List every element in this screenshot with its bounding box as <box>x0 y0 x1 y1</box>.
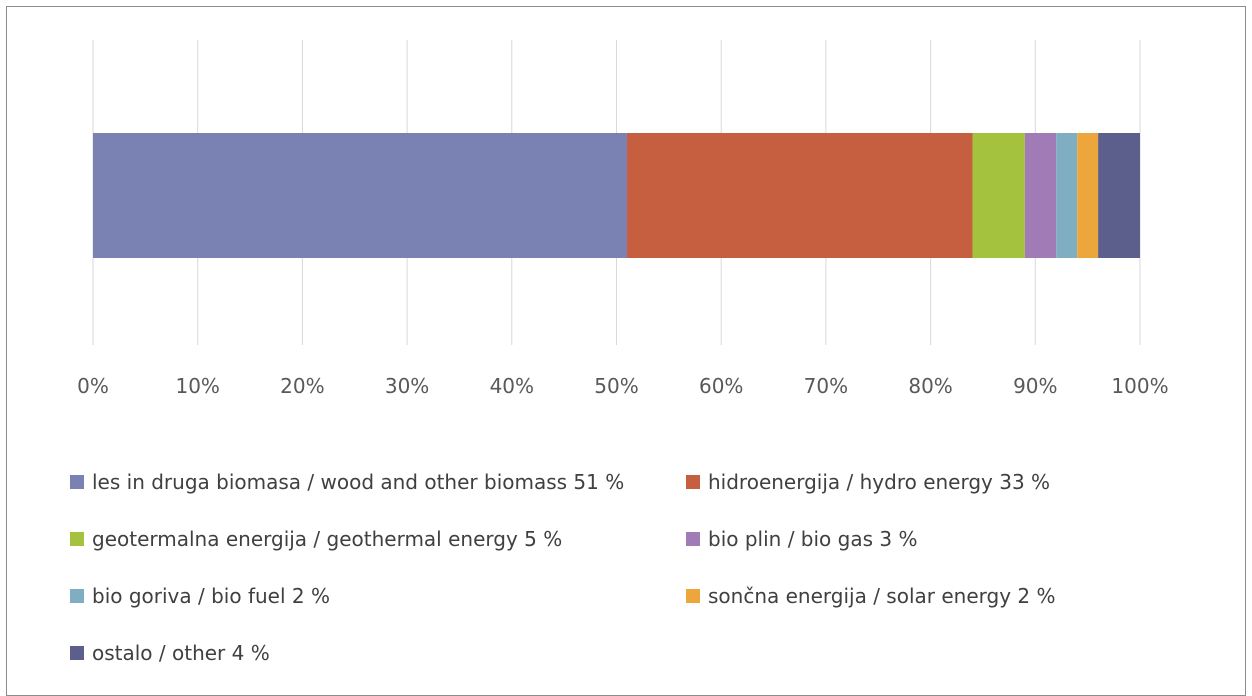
legend-swatch <box>70 589 84 603</box>
legend-swatch <box>686 475 700 489</box>
x-tick-label: 20% <box>280 374 324 398</box>
bar-segment <box>1056 133 1078 258</box>
bar-segment <box>93 133 627 258</box>
bar-segment <box>972 133 1025 258</box>
legend-label: bio goriva / bio fuel 2 % <box>92 584 330 608</box>
bar-segments <box>93 133 1140 258</box>
x-tick-label: 100% <box>1111 374 1168 398</box>
legend-swatch <box>70 475 84 489</box>
legend-item: bio plin / bio gas 3 % <box>686 527 917 551</box>
legend-label: les in druga biomasa / wood and other bi… <box>92 470 625 494</box>
legend-item: les in druga biomasa / wood and other bi… <box>70 470 624 494</box>
x-tick-label: 10% <box>175 374 219 398</box>
x-tick-label: 30% <box>385 374 429 398</box>
x-tick-label: 40% <box>490 374 534 398</box>
legend-label: ostalo / other 4 % <box>92 641 270 665</box>
legend-label: bio plin / bio gas 3 % <box>708 527 918 551</box>
bar-segment <box>1098 133 1140 258</box>
legend-swatch <box>686 589 700 603</box>
legend-swatch <box>70 532 84 546</box>
legend-label: sončna energija / solar energy 2 % <box>708 584 1056 608</box>
legend-item: ostalo / other 4 % <box>70 641 270 665</box>
x-axis-tick-labels: 0% 10% 20% 30% 40% 50% 60% 70% 80% 90% 100% <box>77 374 1168 398</box>
x-tick-label: 80% <box>908 374 952 398</box>
bar-segment <box>626 133 973 258</box>
legend-item: hidroenergija / hydro energy 33 % <box>686 470 1050 494</box>
legend-item: sončna energija / solar energy 2 % <box>686 584 1055 608</box>
x-tick-label: 0% <box>77 374 109 398</box>
stacked-bar-chart: 0% 10% 20% 30% 40% 50% 60% 70% 80% 90% 100% <box>77 40 1169 398</box>
bar-segment <box>1077 133 1099 258</box>
legend-swatch <box>70 646 84 660</box>
legend-item: bio goriva / bio fuel 2 % <box>70 584 330 608</box>
legend-item: geotermalna energija / geothermal energy… <box>70 527 562 551</box>
x-tick-label: 70% <box>804 374 848 398</box>
legend-label: geotermalna energija / geothermal energy… <box>92 527 563 551</box>
legend-label: hidroenergija / hydro energy 33 % <box>708 470 1051 494</box>
x-tick-label: 60% <box>699 374 743 398</box>
x-tick-label: 50% <box>594 374 638 398</box>
bar-segment <box>1024 133 1057 258</box>
x-tick-label: 90% <box>1013 374 1057 398</box>
legend-swatch <box>686 532 700 546</box>
